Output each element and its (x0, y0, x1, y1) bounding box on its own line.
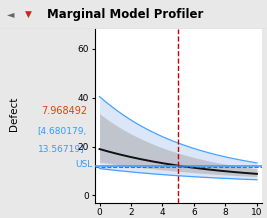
Text: Defect: Defect (9, 97, 19, 131)
Text: 13.56719]: 13.56719] (38, 144, 85, 153)
Text: Marginal Model Profiler: Marginal Model Profiler (47, 8, 203, 21)
Text: 7.968492: 7.968492 (41, 106, 88, 116)
Text: ▼: ▼ (25, 10, 32, 19)
Text: [4.680179,: [4.680179, (37, 127, 86, 136)
Text: ◄: ◄ (7, 9, 14, 19)
Text: USL: USL (76, 160, 93, 169)
